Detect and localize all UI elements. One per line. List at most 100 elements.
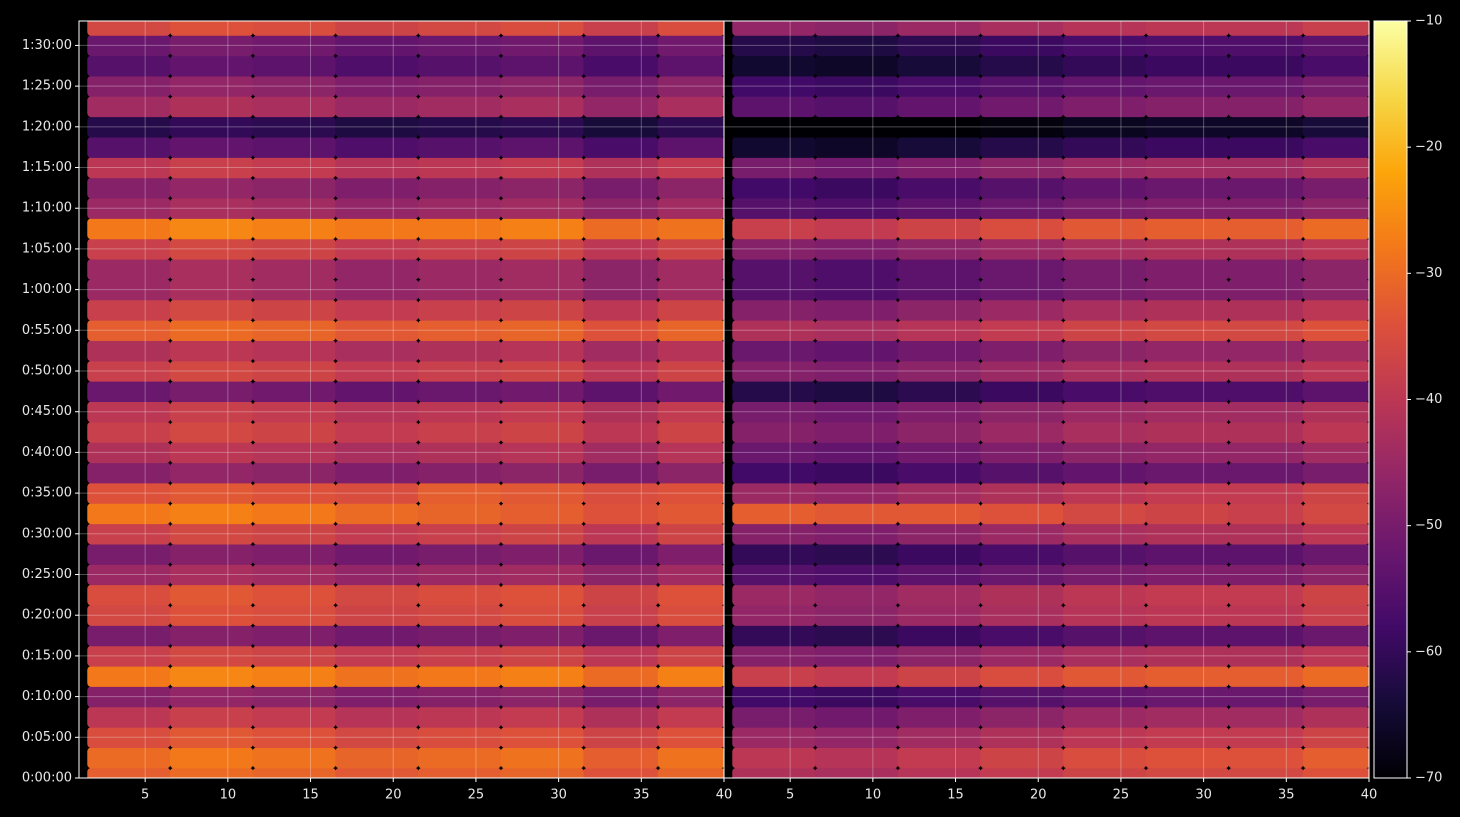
heat-cell (732, 645, 816, 667)
heat-cell (335, 727, 419, 748)
heat-cell (500, 401, 584, 423)
heat-cell (583, 625, 659, 647)
heat-cell (980, 442, 1064, 464)
heat-cell (1063, 543, 1147, 565)
heat-cell (814, 401, 899, 423)
heat-cell (1063, 340, 1147, 362)
heat-cell (583, 401, 659, 423)
heat-cell (1228, 421, 1304, 443)
heat-cell (583, 238, 659, 260)
heat-cell (169, 218, 254, 240)
heat-cell (732, 421, 816, 443)
y-tick-label: 0:35:00 (22, 486, 72, 501)
heat-cell (980, 320, 1064, 341)
heat-cell (732, 625, 816, 647)
heat-cell (1302, 299, 1369, 321)
heat-cell (418, 198, 502, 219)
heat-cell (418, 421, 502, 443)
heat-cell (418, 645, 502, 667)
heat-cell (657, 259, 724, 280)
heat-cell (657, 421, 724, 443)
heat-cell (583, 747, 659, 769)
y-tick-label: 1:25:00 (22, 79, 72, 94)
y-tick-label: 1:15:00 (22, 160, 72, 175)
heat-cell (980, 21, 1064, 36)
heat-cell (169, 177, 254, 199)
heat-cell (169, 320, 254, 341)
heat-cell (169, 198, 254, 219)
heat-cell (897, 35, 981, 57)
heat-cell (335, 259, 419, 280)
heat-cell (169, 401, 254, 423)
heat-cell (87, 299, 171, 321)
heat-cell (657, 218, 724, 240)
heat-cell (814, 605, 899, 626)
heat-cell (1302, 686, 1369, 708)
heat-cell (657, 136, 724, 158)
heat-cell (87, 259, 171, 280)
heat-cell (418, 462, 502, 484)
heat-cell (500, 136, 584, 158)
heat-cell (897, 605, 981, 626)
heat-cell (1063, 564, 1147, 586)
heat-cell (87, 706, 171, 728)
heat-cell (418, 279, 502, 301)
x-tick-label: 30 (550, 788, 567, 803)
heat-cell (657, 767, 724, 778)
heat-cell (1228, 523, 1304, 545)
heat-cell (87, 177, 171, 199)
heat-cell (814, 442, 899, 464)
heat-cell (583, 320, 659, 341)
heat-cell (335, 645, 419, 667)
heat-cell (657, 198, 724, 219)
heat-cell (87, 727, 171, 748)
y-tick-label: 0:40:00 (22, 445, 72, 460)
heat-cell (1145, 503, 1229, 525)
heat-cell (252, 421, 336, 443)
heat-cell (1228, 55, 1304, 77)
heat-cell (657, 727, 724, 748)
heat-cell (1228, 747, 1304, 769)
heat-cell (583, 279, 659, 301)
heat-cell (657, 75, 724, 97)
heat-cell (87, 340, 171, 362)
heat-cell (1145, 523, 1229, 545)
heat-cell (1145, 35, 1229, 57)
heat-cell (87, 686, 171, 708)
heat-cell (169, 279, 254, 301)
heat-cell (1228, 279, 1304, 301)
heat-cell (1228, 116, 1304, 138)
heat-cell (980, 503, 1064, 525)
heat-cell (583, 584, 659, 606)
heat-cell (980, 259, 1064, 280)
heat-cell (814, 584, 899, 606)
heat-cell (1302, 320, 1369, 341)
heat-cell (980, 177, 1064, 199)
heat-cell (1228, 727, 1304, 748)
heat-cell (583, 706, 659, 728)
heat-cell (500, 462, 584, 484)
heat-cell (583, 21, 659, 36)
heat-cell (169, 605, 254, 626)
heat-cell (169, 523, 254, 545)
y-tick-label: 0:55:00 (22, 323, 72, 338)
heat-cell (583, 35, 659, 57)
heat-cell (1302, 360, 1369, 382)
heat-cell (1063, 767, 1147, 778)
heat-cell (583, 462, 659, 484)
heat-cell (583, 116, 659, 138)
heat-cell (732, 666, 816, 687)
heat-cell (418, 299, 502, 321)
heat-cell (87, 767, 171, 778)
heat-cell (1228, 136, 1304, 158)
heat-cell (335, 625, 419, 647)
heat-cell (335, 116, 419, 138)
heat-cell (169, 299, 254, 321)
heat-cell (418, 584, 502, 606)
heat-cell (500, 523, 584, 545)
heat-cell (657, 584, 724, 606)
heat-cell (335, 238, 419, 260)
heat-cell (1228, 360, 1304, 382)
y-tick-label: 0:50:00 (22, 364, 72, 379)
heat-cell (169, 421, 254, 443)
